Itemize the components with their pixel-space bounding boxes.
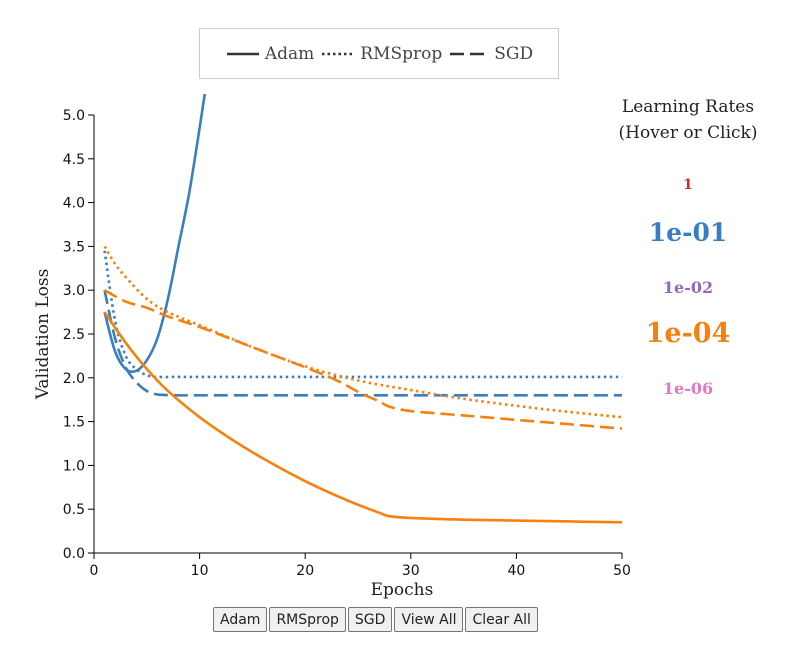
sgd-button[interactable]: SGD: [347, 607, 393, 632]
y-axis-label: Validation Loss: [33, 269, 53, 401]
legend-label-sgd: SGD: [494, 43, 534, 64]
y-tick-label: 0.5: [63, 502, 85, 518]
legend-item-adam: Adam: [225, 44, 314, 64]
adam-button[interactable]: Adam: [213, 607, 268, 632]
lr-item-1e-02[interactable]: 1e-02: [662, 278, 714, 297]
series-line-rmsprop-1e-01[interactable]: [103, 250, 622, 379]
legend-item-sgd: SGD: [448, 44, 533, 64]
learning-rate-panel: Learning Rates (Hover or Click): [600, 94, 776, 146]
lr-item-1e-04[interactable]: 1e-04: [645, 318, 731, 349]
series-line-adam-1e-04[interactable]: [103, 311, 623, 524]
y-axis: 0.0 0.5 1.0 1.5 2.0 2.5 3.0 3.5 4.0 4.5 5.0: [63, 108, 95, 562]
dashed-line-swatch: [450, 52, 489, 55]
legend-item-rmsprop: RMSprop: [320, 44, 442, 64]
y-tick-label: 4.0: [63, 196, 85, 212]
y-tick-label: 0.0: [63, 546, 85, 562]
legend-label-adam: Adam: [264, 43, 315, 64]
y-tick-label: 1.0: [63, 458, 85, 474]
series-group: [103, 93, 623, 524]
x-tick-label: 40: [507, 563, 525, 579]
line-style-legend: Adam RMSprop SGD: [199, 28, 559, 79]
solid-line-swatch: [226, 52, 259, 55]
x-axis: 0 10 20 30 40 50: [90, 552, 631, 579]
series-line-rmsprop-1e-04[interactable]: [103, 245, 623, 419]
y-tick-label: 3.5: [63, 239, 85, 255]
learning-rate-subtitle: (Hover or Click): [618, 123, 758, 143]
series-line-sgd-1e-01[interactable]: [103, 289, 622, 397]
dotted-line-swatch: [322, 52, 355, 55]
y-tick-label: 1.5: [63, 415, 85, 431]
x-tick-label: 50: [613, 563, 631, 579]
x-tick-label: 20: [296, 563, 314, 579]
y-tick-label: 4.5: [63, 152, 85, 168]
x-tick-label: 10: [191, 563, 209, 579]
view-all-button[interactable]: View All: [394, 607, 464, 632]
optimizer-controls: Adam RMSprop SGD View All Clear All: [213, 607, 538, 632]
y-tick-label: 5.0: [63, 108, 85, 124]
series-line-sgd-1e-04[interactable]: [103, 289, 623, 430]
lr-item-1e-06[interactable]: 1e-06: [662, 379, 714, 398]
learning-rate-title: Learning Rates: [621, 97, 755, 117]
y-tick-label: 2.0: [63, 371, 85, 387]
x-axis-label: Epochs: [371, 580, 434, 600]
clear-all-button[interactable]: Clear All: [465, 607, 538, 632]
y-tick-label: 3.0: [63, 283, 85, 299]
rmsprop-button[interactable]: RMSprop: [269, 607, 346, 632]
y-tick-label: 2.5: [63, 327, 85, 343]
series-line-adam-1e-01[interactable]: [103, 93, 207, 374]
x-tick-label: 0: [90, 563, 99, 579]
lr-item-1[interactable]: 1: [683, 177, 693, 193]
legend-label-rmsprop: RMSprop: [360, 43, 443, 64]
x-tick-label: 30: [402, 563, 420, 579]
lr-item-1e-01[interactable]: 1e-01: [648, 218, 728, 247]
